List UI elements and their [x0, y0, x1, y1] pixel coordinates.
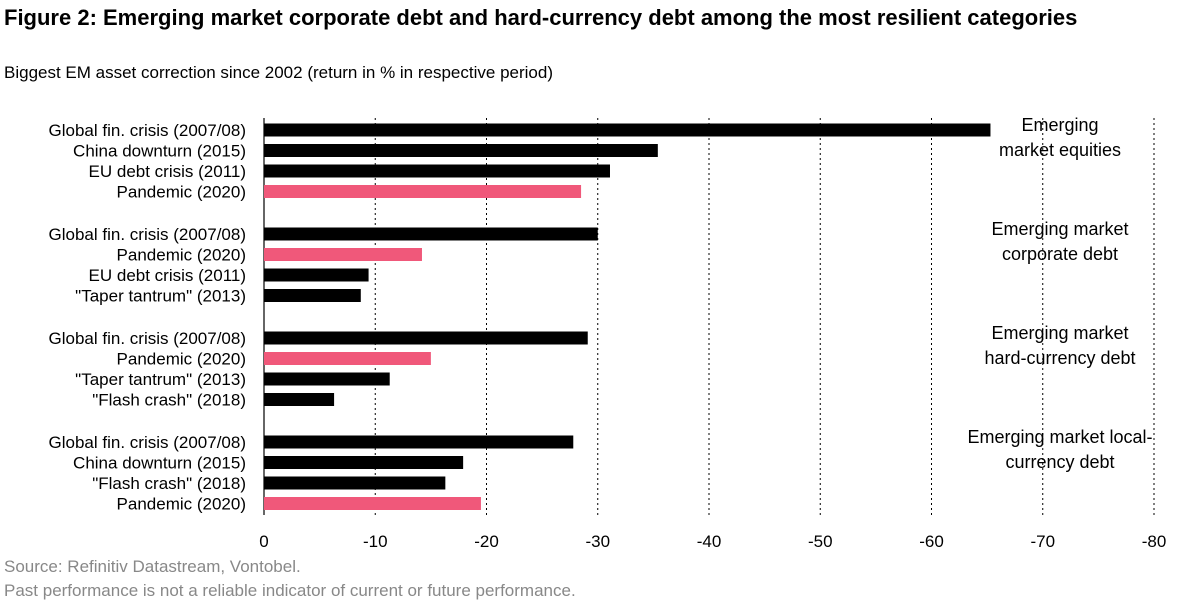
bar: [264, 227, 598, 241]
category-label: "Flash crash" (2018): [92, 391, 246, 410]
bar: [264, 144, 658, 157]
group-label: Emerging: [1021, 115, 1098, 135]
x-tick-label: -80: [1142, 532, 1167, 551]
category-label: Global fin. crisis (2007/08): [49, 121, 246, 140]
bar: [264, 289, 361, 302]
category-label: "Taper tantrum" (2013): [75, 370, 246, 389]
bar: [264, 164, 610, 178]
chart-title: Figure 2: Emerging market corporate debt…: [4, 5, 1078, 30]
group-label: Emerging market: [991, 323, 1128, 343]
group-label: Emerging market: [991, 219, 1128, 239]
group-labels: Emerging market equities Emerging market co…: [967, 115, 1152, 472]
category-label: Pandemic (2020): [117, 350, 246, 369]
category-label: "Taper tantrum" (2013): [75, 287, 246, 306]
bar: [264, 435, 574, 449]
x-tick-label: -30: [585, 532, 610, 551]
bar: [264, 331, 588, 345]
x-tick-label: -50: [808, 532, 833, 551]
group-label: corporate debt: [1002, 244, 1118, 264]
category-label: China downturn (2015): [73, 454, 246, 473]
bar: [264, 248, 422, 261]
category-label: China downturn (2015): [73, 142, 246, 161]
category-label: EU debt crisis (2011): [89, 162, 246, 181]
category-label: Global fin. crisis (2007/08): [49, 329, 246, 348]
bar: [264, 476, 446, 490]
x-tick-label: -10: [363, 532, 388, 551]
category-label: Global fin. crisis (2007/08): [49, 225, 246, 244]
category-label: Pandemic (2020): [117, 246, 246, 265]
category-labels: Global fin. crisis (2007/08) China downtu…: [49, 121, 246, 514]
bar: [264, 456, 464, 469]
x-tick-label: -40: [697, 532, 722, 551]
disclaimer-note: Past performance is not a reliable indic…: [4, 581, 576, 600]
category-label: Pandemic (2020): [117, 183, 246, 202]
x-tick-label: -70: [1030, 532, 1055, 551]
group-label: market equities: [999, 140, 1121, 160]
category-label: "Flash crash" (2018): [92, 474, 246, 493]
chart-subtitle: Biggest EM asset correction since 2002 (…: [4, 63, 553, 82]
category-label: Global fin. crisis (2007/08): [49, 433, 246, 452]
source-note: Source: Refinitiv Datastream, Vontobel.: [4, 557, 301, 576]
bars: [264, 123, 991, 510]
grid-lines: [263, 118, 1155, 515]
bar: [264, 393, 335, 406]
bar: [264, 497, 481, 510]
bar: [264, 352, 431, 365]
x-tick-label: 0: [259, 532, 268, 551]
group-label: Emerging market local-: [967, 427, 1152, 447]
x-axis-ticks: 0 -10 -20 -30 -40 -50 -60 -70 -80: [259, 532, 1166, 551]
group-label: hard-currency debt: [984, 348, 1135, 368]
x-tick-label: -60: [919, 532, 944, 551]
bar: [264, 123, 991, 137]
category-label: EU debt crisis (2011): [89, 266, 246, 285]
bar: [264, 372, 390, 386]
x-tick-label: -20: [474, 532, 499, 551]
bar: [264, 185, 582, 198]
bar: [264, 268, 369, 282]
category-label: Pandemic (2020): [117, 495, 246, 514]
group-label: currency debt: [1005, 452, 1114, 472]
